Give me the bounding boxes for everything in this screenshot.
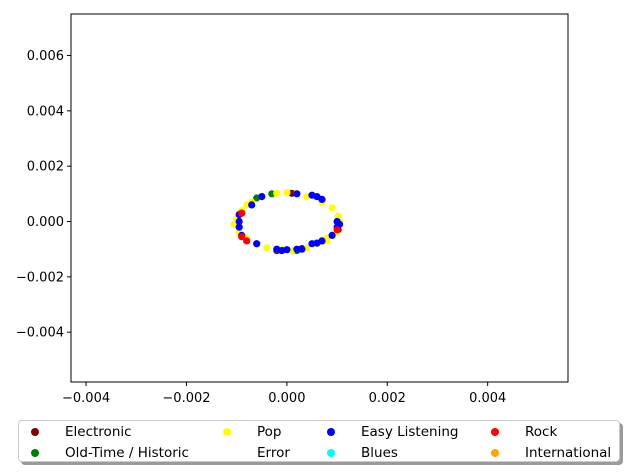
data-point-easy-listening-10 (283, 246, 291, 254)
data-point-pop-14 (263, 244, 271, 252)
data-point-easy-listening-19 (336, 220, 344, 228)
data-point-pop-24 (323, 237, 331, 245)
y-tick-label: 0.002 (27, 160, 64, 175)
y-tick-label: 0.000 (27, 215, 64, 230)
legend-marker (31, 428, 39, 436)
points-layer (230, 188, 344, 255)
legend: Electronic Old-Time / Historic Pop Error Eas… (18, 420, 620, 462)
legend-label: International (525, 445, 612, 461)
data-point-easy-listening-11 (293, 245, 301, 253)
x-tick-label: 0.000 (268, 391, 305, 406)
x-tick-label: 0.002 (369, 391, 406, 406)
data-point-easy-listening-23 (293, 190, 301, 198)
y-tick-label: 0.006 (27, 49, 64, 64)
legend-marker (491, 428, 499, 436)
legend-entry-blues: Blues (315, 443, 398, 463)
legend-entry-old-time-historic: Old-Time / Historic (19, 443, 189, 463)
legend-label: Error (257, 445, 290, 461)
legend-label: Blues (361, 445, 398, 461)
data-point-easy-listening-2 (235, 217, 243, 226)
legend-marker (223, 428, 231, 436)
legend-marker (327, 449, 335, 457)
data-point-easy-listening-5 (248, 201, 256, 209)
legend-entry-pop: Pop (211, 422, 282, 442)
axes-frame (70, 13, 569, 383)
data-point-pop-6 (334, 212, 342, 220)
y-tick-label: 0.004 (27, 104, 64, 119)
legend-marker (223, 449, 231, 457)
legend-marker (31, 449, 39, 457)
data-point-easy-listening-15 (318, 237, 326, 245)
legend-marker (491, 449, 499, 457)
data-point-pop-5 (328, 204, 336, 212)
data-point-pop-0 (273, 189, 281, 197)
x-axis: −0.004 −0.002 0.000 0.002 0.004 (62, 382, 506, 406)
x-tick-label: −0.004 (62, 391, 110, 406)
data-point-easy-listening-3 (235, 223, 243, 231)
data-point-easy-listening-22 (318, 195, 326, 203)
y-tick-label: −0.004 (16, 326, 64, 341)
x-tick-label: 0.004 (469, 391, 506, 406)
legend-label: Electronic (65, 424, 132, 440)
data-point-easy-listening-12 (298, 245, 306, 253)
data-point-easy-listening-7 (253, 240, 261, 248)
scatter-chart: −0.004 −0.002 0.000 0.002 0.004 −0.004 −0.002… (16, 13, 569, 406)
data-point-rock-2 (238, 233, 246, 241)
legend-marker (327, 428, 335, 436)
y-axis: −0.004 −0.002 0.000 0.002 0.004 0.006 (16, 49, 71, 341)
data-point-easy-listening-6 (258, 193, 266, 201)
legend-entry-international: International (479, 443, 611, 463)
legend-label: Easy Listening (361, 424, 459, 440)
legend-entry-error: Error (211, 443, 290, 463)
legend-label: Rock (525, 424, 558, 440)
data-point-pop-1 (283, 188, 291, 197)
y-tick-label: −0.002 (16, 270, 64, 285)
legend-entry-electronic: Electronic (19, 422, 132, 442)
data-point-rock-1 (243, 237, 251, 245)
data-point-easy-listening-16 (328, 231, 336, 239)
legend-label: Old-Time / Historic (65, 445, 189, 461)
data-point-rock-0 (238, 209, 246, 217)
x-tick-label: −0.002 (162, 391, 210, 406)
legend-label: Pop (257, 424, 282, 440)
legend-entry-rock: Rock (479, 422, 557, 442)
data-point-rock-3 (333, 226, 341, 234)
legend-entry-easy-listening: Easy Listening (315, 422, 458, 442)
